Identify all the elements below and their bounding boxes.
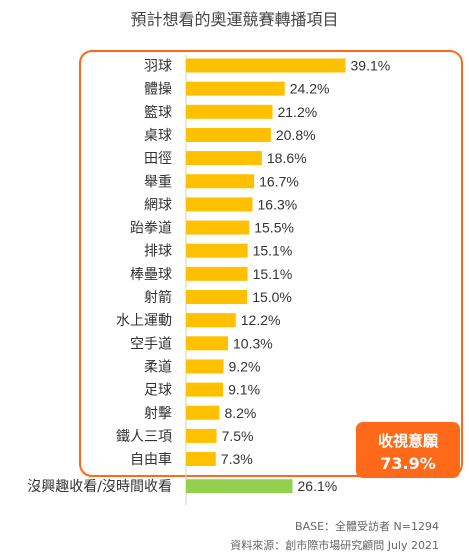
bar-4: [186, 151, 262, 166]
bar-11: [186, 313, 236, 328]
value-label: 39.1%: [351, 58, 391, 74]
footer-base: BASE：全體受訪者 N=1294: [295, 520, 439, 533]
category-label: 鐵人三項: [116, 428, 172, 445]
bar-17: [186, 452, 216, 467]
value-label: 9.2%: [229, 358, 261, 374]
bar-7: [186, 220, 250, 235]
bar-18: [186, 479, 293, 494]
category-label: 射箭: [144, 289, 172, 306]
bar-13: [186, 359, 224, 374]
value-label: 7.5%: [222, 428, 254, 444]
value-label: 8.2%: [224, 405, 256, 421]
bar-3: [186, 127, 271, 142]
category-label: 沒興趣收看/沒時間收看: [27, 478, 172, 495]
value-label: 12.2%: [241, 312, 281, 328]
value-label: 7.3%: [221, 451, 253, 467]
value-label: 24.2%: [290, 81, 330, 97]
value-label: 9.1%: [228, 382, 260, 398]
bar-14: [186, 382, 224, 397]
bar-9: [186, 266, 248, 281]
value-label: 15.1%: [253, 243, 293, 259]
category-label: 水上運動: [116, 313, 172, 329]
category-label: 舉重: [144, 173, 172, 190]
bar-1: [186, 81, 285, 96]
bar-0: [186, 58, 346, 73]
category-label: 棒壘球: [130, 267, 172, 283]
value-label: 26.1%: [297, 478, 337, 494]
category-label: 體操: [144, 82, 172, 98]
category-label: 柔道: [144, 359, 172, 375]
category-label: 射擊: [144, 405, 172, 422]
bar-2: [186, 104, 273, 119]
footer-source: 資料來源：創市際市場研究顧問 July 2021: [230, 539, 439, 552]
category-label: 籃球: [144, 105, 172, 121]
value-label: 18.6%: [267, 150, 307, 166]
value-label: 20.8%: [276, 127, 316, 143]
intent-callout: 收視意願 73.9%: [356, 422, 460, 478]
value-label: 10.3%: [233, 335, 273, 351]
bar-16: [186, 428, 217, 443]
value-label: 15.1%: [253, 266, 293, 282]
value-label: 15.5%: [254, 220, 294, 236]
category-label: 田徑: [144, 151, 172, 167]
category-label: 羽球: [144, 59, 172, 75]
category-label: 網球: [144, 197, 172, 213]
bar-10: [186, 290, 248, 304]
value-label: 16.7%: [259, 173, 299, 189]
callout-value: 73.9%: [380, 454, 436, 473]
value-label: 16.3%: [258, 196, 298, 212]
highlight-frame: [79, 50, 463, 477]
bar-8: [186, 243, 248, 258]
value-label: 21.2%: [277, 104, 317, 120]
category-label: 自由車: [130, 451, 172, 468]
callout-label: 收視意願: [377, 432, 438, 450]
bar-5: [186, 174, 255, 189]
bar-12: [186, 336, 229, 351]
bar-6: [186, 197, 253, 212]
category-label: 空手道: [130, 336, 172, 352]
chart-title: 預計想看的奧運競賽轉播項目: [130, 10, 339, 29]
value-label: 15.0%: [252, 289, 292, 305]
category-label: 足球: [144, 383, 172, 399]
category-label: 跆拳道: [130, 221, 172, 237]
category-label: 排球: [144, 244, 172, 260]
bar-15: [186, 405, 220, 420]
category-label: 桌球: [144, 128, 172, 144]
